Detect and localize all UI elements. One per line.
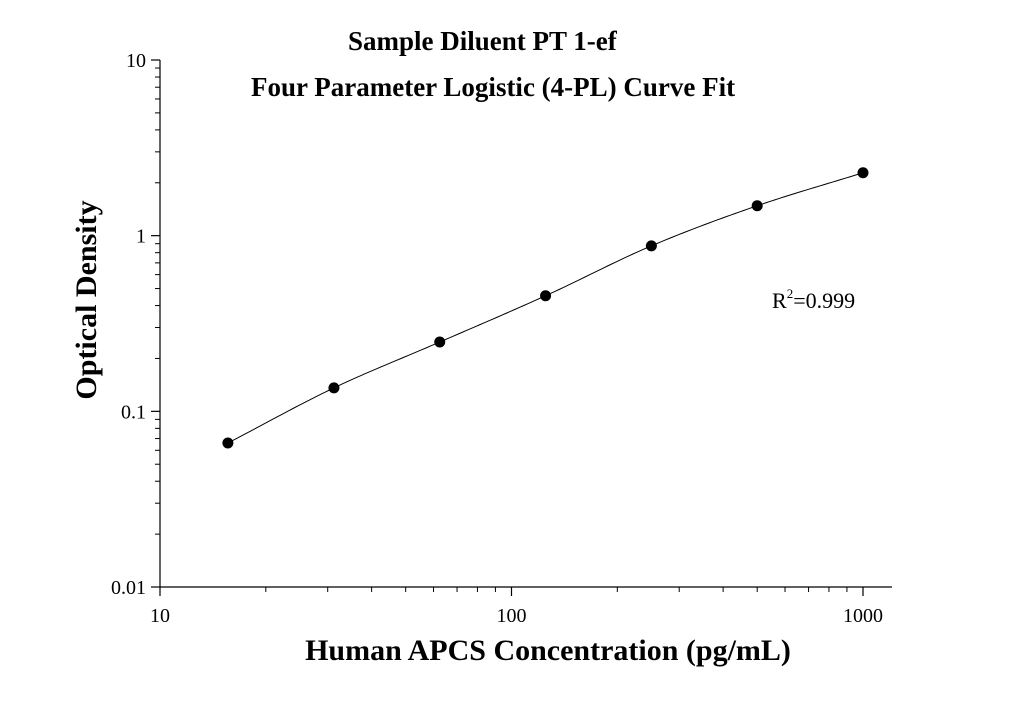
x-tick-label: 10 (150, 605, 170, 627)
data-point (751, 200, 763, 212)
r-squared-value: =0.999 (793, 288, 855, 313)
y-tick-label: 1 (136, 226, 146, 248)
x-tick-label: 1000 (843, 605, 883, 627)
plot-area: 10 100 1000 0.01 0.1 1 10 (111, 50, 892, 627)
r-squared-superscript: 2 (787, 286, 794, 301)
data-point (328, 382, 340, 394)
y-tick-label: 10 (126, 50, 146, 72)
data-point (857, 167, 869, 179)
y-tick-label: 0.1 (121, 401, 146, 423)
data-point (645, 240, 657, 252)
y-axis-label: Optical Density (70, 200, 103, 399)
data-point (540, 290, 552, 302)
r-squared-prefix: R (772, 288, 787, 313)
tick-labels-layer: 10 100 1000 0.01 0.1 1 10 (111, 50, 883, 627)
ticks-layer (151, 59, 864, 596)
fit-curve (227, 172, 864, 444)
x-axis-label: Human APCS Concentration (pg/mL) (305, 634, 791, 667)
data-point (222, 437, 234, 449)
data-point (434, 336, 446, 348)
x-tick-label: 100 (497, 605, 527, 627)
r-squared-annotation: R2=0.999 (772, 286, 855, 313)
y-tick-label: 0.01 (111, 577, 146, 599)
chart-subtitle: Four Parameter Logistic (4-PL) Curve Fit (251, 72, 735, 102)
points-layer (222, 167, 869, 449)
chart-title: Sample Diluent PT 1-ef (348, 26, 618, 56)
